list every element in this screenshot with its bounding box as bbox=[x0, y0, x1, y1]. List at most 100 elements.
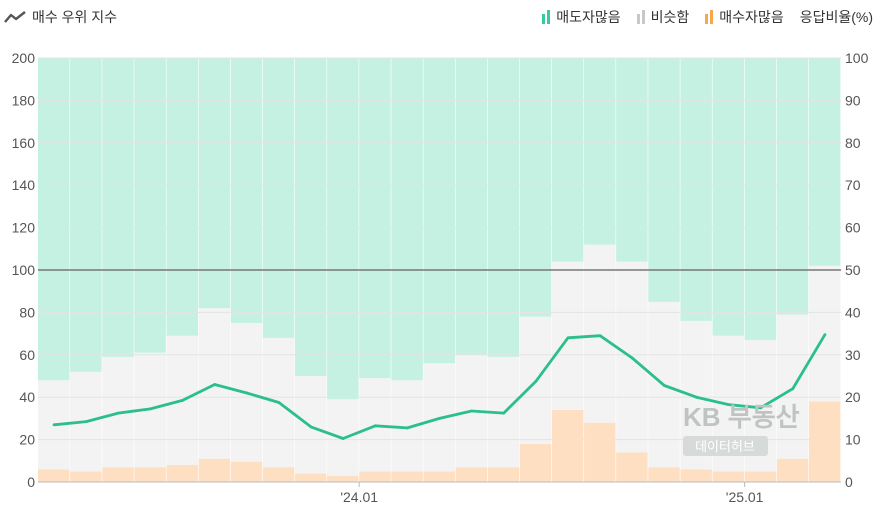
y-left-tick-60: 60 bbox=[19, 347, 35, 363]
y-left-tick-40: 40 bbox=[19, 389, 35, 405]
series-point-17 bbox=[598, 334, 602, 338]
bar-segment-2-13 bbox=[455, 58, 488, 355]
bar-segment-0-0 bbox=[38, 469, 70, 482]
series-point-14 bbox=[502, 411, 506, 415]
y-right-tick-40: 40 bbox=[845, 304, 861, 320]
series-point-1 bbox=[84, 420, 88, 423]
bar-segment-2-22 bbox=[744, 58, 777, 340]
series-point-7 bbox=[277, 401, 281, 404]
bar-segment-2-18 bbox=[616, 58, 648, 262]
bar-segment-0-22 bbox=[744, 471, 777, 482]
series-point-6 bbox=[245, 391, 249, 395]
series-point-3 bbox=[149, 407, 152, 411]
bar-segment-2-3 bbox=[134, 58, 166, 353]
y-right-tick-80: 80 bbox=[845, 135, 861, 151]
bar-segment-0-1 bbox=[70, 471, 102, 482]
y-right-tick-100: 100 bbox=[845, 50, 869, 66]
y-left-tick-100: 100 bbox=[12, 262, 36, 278]
bar-segment-0-8 bbox=[294, 473, 327, 482]
bar-segment-1-8 bbox=[294, 376, 327, 474]
bar-segment-2-24 bbox=[808, 58, 841, 266]
bar-segment-2-23 bbox=[776, 58, 809, 315]
bar-segment-0-10 bbox=[359, 471, 391, 482]
bar-segment-0-2 bbox=[102, 467, 134, 482]
y-right-tick-0: 0 bbox=[845, 474, 853, 490]
bar-segment-2-6 bbox=[230, 58, 263, 323]
bar-segment-0-9 bbox=[327, 475, 359, 482]
y-left-tick-140: 140 bbox=[12, 177, 36, 193]
y-right-tick-50: 50 bbox=[845, 262, 861, 278]
series-point-15 bbox=[534, 379, 538, 383]
bar-segment-0-5 bbox=[198, 458, 231, 482]
series-point-21 bbox=[727, 403, 730, 407]
legend-item-sellers[interactable]: 매도자많음 bbox=[542, 7, 621, 27]
chart-title: 매수 우위 지수 bbox=[4, 7, 117, 27]
bar-segment-0-17 bbox=[584, 422, 616, 482]
bar-segment-2-8 bbox=[294, 58, 327, 376]
y-left-tick-160: 160 bbox=[12, 135, 36, 151]
bar-segment-2-10 bbox=[359, 58, 391, 379]
index-line bbox=[52, 333, 827, 440]
series-point-13 bbox=[470, 409, 474, 413]
bar-segment-2-0 bbox=[38, 58, 70, 381]
bar-icon bbox=[705, 10, 714, 24]
bar-segment-0-16 bbox=[551, 409, 584, 482]
series-point-9 bbox=[341, 437, 345, 440]
legend-item-buyers[interactable]: 매수자많음 bbox=[705, 7, 784, 27]
series-point-8 bbox=[309, 425, 313, 429]
chart-legend: 매수 우위 지수 매도자많음 비슷함 매수자많음 응답비율(%) bbox=[0, 0, 881, 36]
bar-segment-2-17 bbox=[584, 58, 616, 245]
bar-segment-0-11 bbox=[391, 471, 423, 482]
x-tick-label-0: '24.01 bbox=[340, 489, 378, 505]
bar-segment-0-20 bbox=[680, 469, 712, 482]
bar-segment-2-19 bbox=[648, 58, 680, 302]
legend-item-similar[interactable]: 비슷함 bbox=[636, 7, 690, 27]
bar-segment-0-15 bbox=[519, 443, 552, 482]
bar-segment-0-24 bbox=[808, 401, 841, 482]
bar-segment-2-21 bbox=[712, 58, 745, 336]
chart-title-text: 매수 우위 지수 bbox=[32, 9, 118, 25]
bar-segment-2-14 bbox=[487, 58, 520, 357]
bar-segment-2-12 bbox=[423, 58, 455, 364]
series-point-2 bbox=[116, 411, 120, 415]
legend-label-similar: 비슷함 bbox=[650, 9, 690, 25]
bar-icon bbox=[636, 10, 645, 24]
bar-segment-2-15 bbox=[519, 58, 552, 317]
bar-segment-2-7 bbox=[262, 58, 295, 338]
y-left-tick-20: 20 bbox=[19, 432, 35, 448]
series-point-0 bbox=[52, 423, 56, 427]
series-point-20 bbox=[695, 395, 698, 399]
bar-segment-2-16 bbox=[551, 58, 584, 262]
watermark-logo: KB 부동산 데이터허브 bbox=[683, 402, 800, 456]
bar-segment-2-9 bbox=[327, 58, 359, 400]
series-point-16 bbox=[566, 336, 570, 340]
bar-segment-2-5 bbox=[198, 58, 231, 309]
x-tick-label-1: '25.01 bbox=[726, 489, 764, 505]
y-left-tick-180: 180 bbox=[12, 92, 36, 108]
legend-label-sellers: 매도자많음 bbox=[556, 9, 621, 25]
trend-line-icon bbox=[4, 11, 26, 23]
bar-segment-1-17 bbox=[584, 244, 616, 423]
series-point-24 bbox=[823, 333, 827, 337]
watermark-subtext: 데이터허브 bbox=[695, 439, 755, 454]
series-point-10 bbox=[373, 424, 377, 428]
y-right-tick-70: 70 bbox=[845, 177, 861, 193]
bar-segment-0-12 bbox=[423, 471, 455, 482]
y-right-tick-60: 60 bbox=[845, 220, 861, 236]
bar-segment-2-11 bbox=[391, 58, 423, 381]
series-point-12 bbox=[438, 417, 441, 420]
series-point-11 bbox=[405, 426, 409, 430]
series-point-5 bbox=[213, 383, 217, 386]
bar-segment-2-1 bbox=[70, 58, 102, 372]
right-axis-label: 응답비율(%) bbox=[799, 9, 873, 25]
x-axis: '24.01 '25.01 bbox=[340, 482, 764, 505]
y-right-tick-20: 20 bbox=[845, 389, 861, 405]
series-point-4 bbox=[181, 398, 184, 402]
series-point-22 bbox=[759, 406, 763, 410]
bar-segment-0-19 bbox=[648, 467, 680, 482]
series-point-23 bbox=[791, 387, 795, 391]
gridlines bbox=[38, 57, 841, 483]
y-right-tick-90: 90 bbox=[845, 92, 861, 108]
bar-segment-0-14 bbox=[487, 467, 520, 482]
series-point-18 bbox=[630, 356, 634, 360]
